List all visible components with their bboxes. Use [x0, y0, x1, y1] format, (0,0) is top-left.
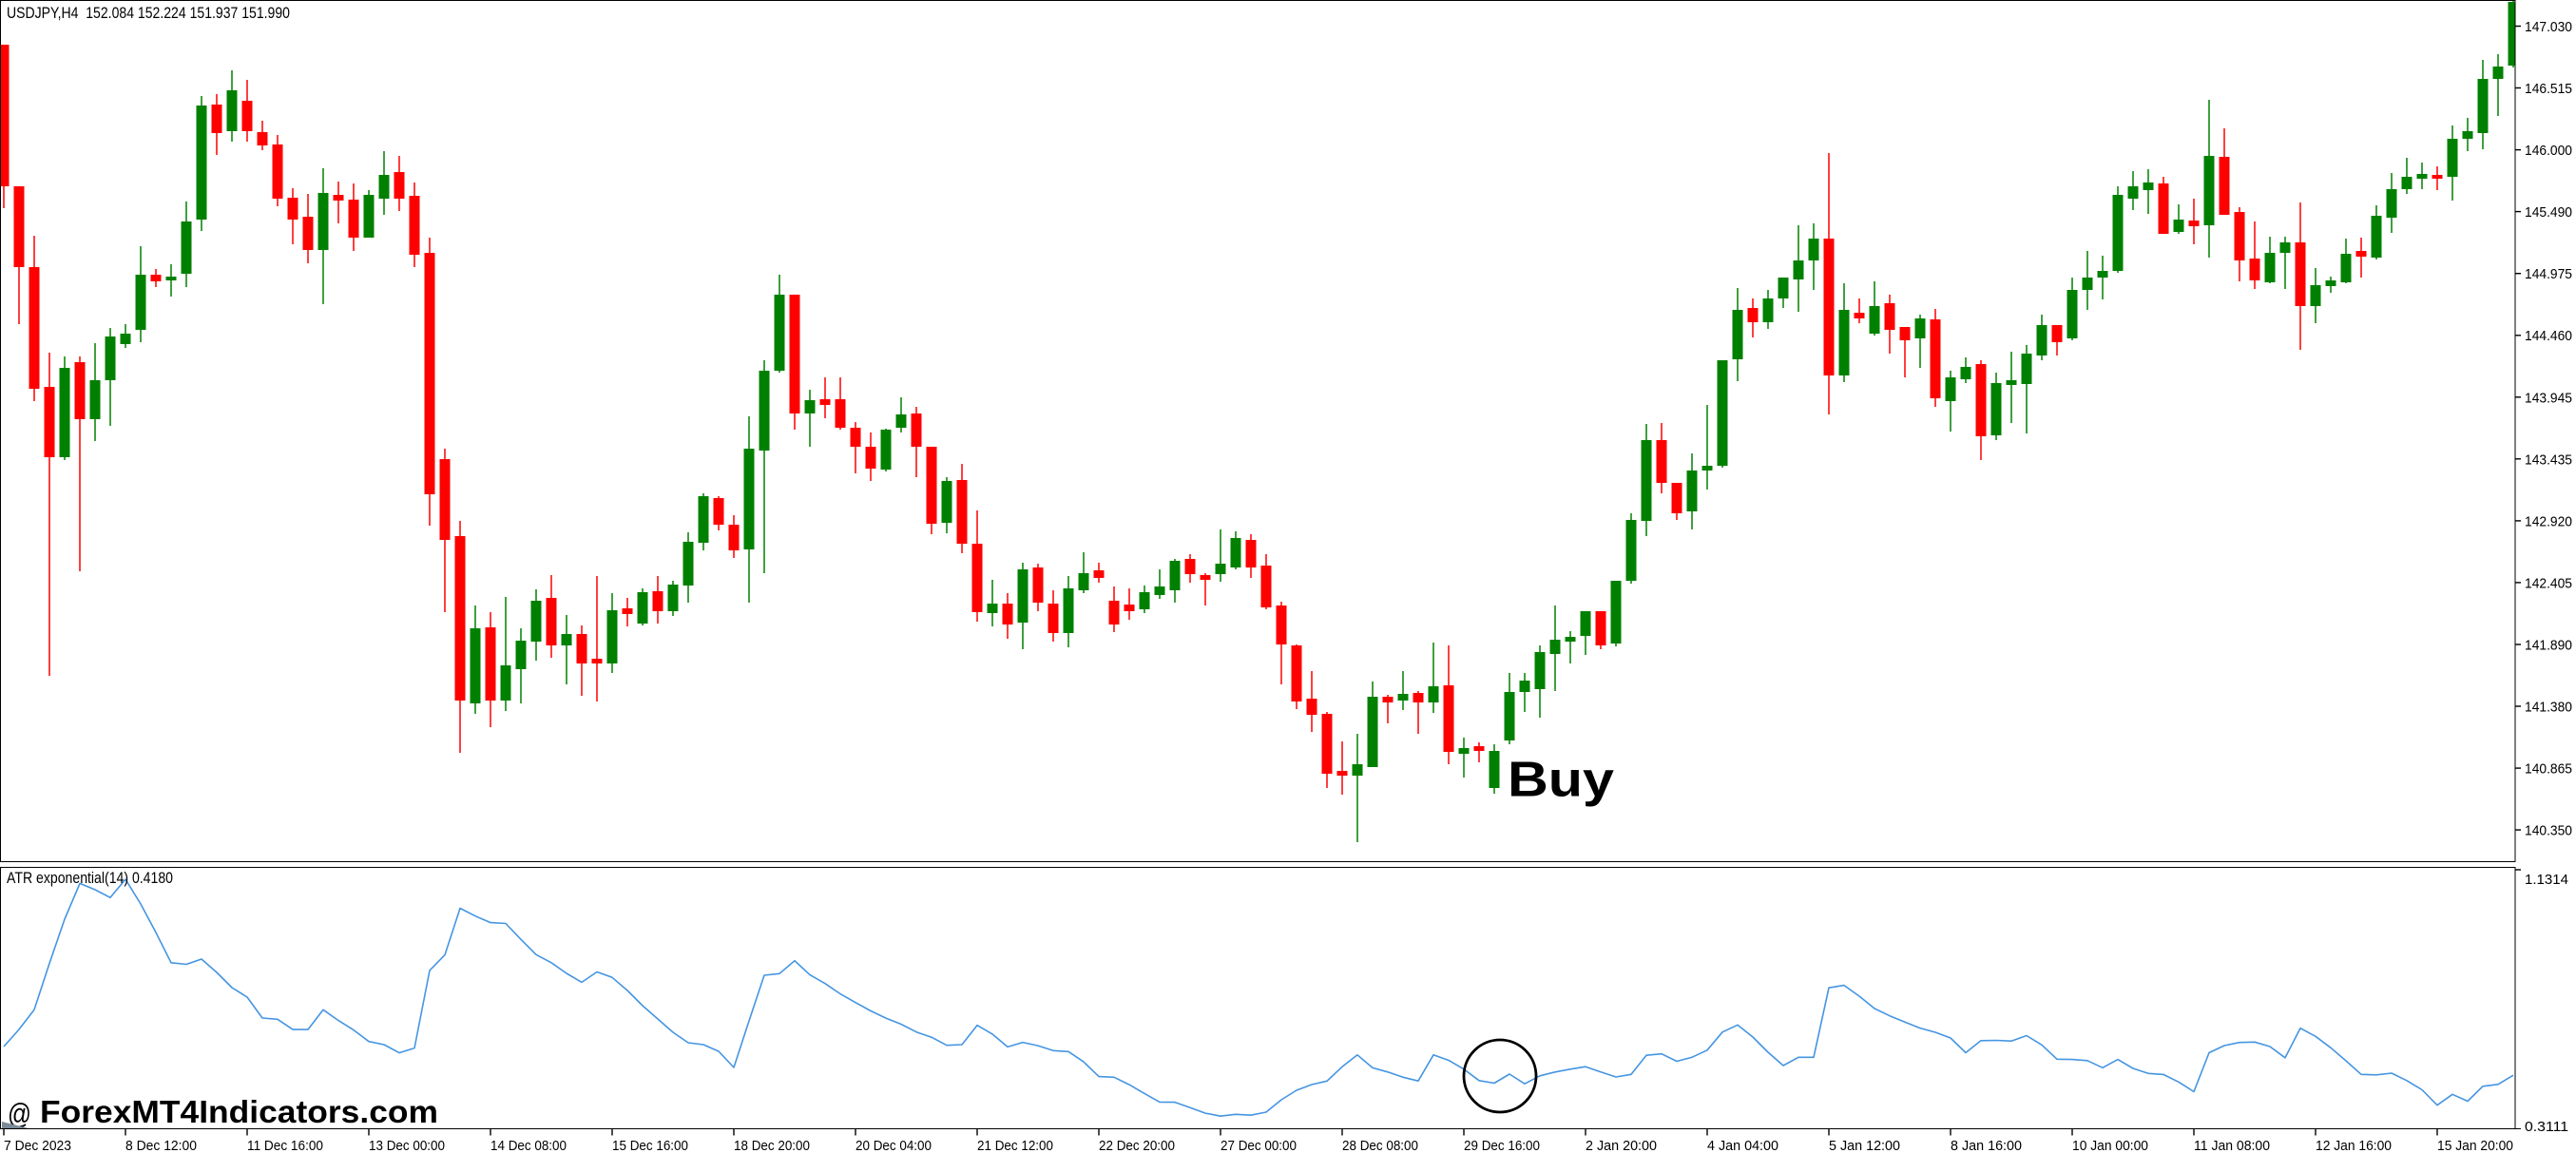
svg-text:140.350: 140.350 — [2525, 823, 2572, 839]
svg-text:147.030: 147.030 — [2525, 19, 2572, 35]
svg-text:11 Dec 16:00: 11 Dec 16:00 — [247, 1138, 323, 1153]
svg-text:146.000: 146.000 — [2525, 143, 2572, 159]
svg-text:1.1314: 1.1314 — [2525, 872, 2568, 888]
svg-text:8 Dec 12:00: 8 Dec 12:00 — [125, 1138, 197, 1153]
svg-text:5 Jan 12:00: 5 Jan 12:00 — [1829, 1138, 1900, 1153]
svg-text:141.380: 141.380 — [2525, 700, 2572, 716]
svg-text:142.405: 142.405 — [2525, 575, 2572, 591]
svg-text:Buy: Buy — [1508, 753, 1614, 808]
svg-text:11 Jan 08:00: 11 Jan 08:00 — [2194, 1138, 2270, 1153]
svg-text:144.975: 144.975 — [2525, 266, 2572, 282]
svg-text:143.435: 143.435 — [2525, 452, 2572, 468]
svg-text:USDJPY,H4 152.084 152.224 151: USDJPY,H4 152.084 152.224 151.937 151.99… — [7, 4, 290, 22]
svg-text:12 Jan 16:00: 12 Jan 16:00 — [2316, 1138, 2392, 1153]
svg-text:7 Dec 2023: 7 Dec 2023 — [4, 1138, 71, 1153]
svg-text:4 Jan 04:00: 4 Jan 04:00 — [1707, 1138, 1778, 1153]
svg-text:13 Dec 00:00: 13 Dec 00:00 — [369, 1138, 445, 1153]
svg-text:22 Dec 20:00: 22 Dec 20:00 — [1099, 1138, 1175, 1153]
svg-text:0.3111: 0.3111 — [2525, 1119, 2568, 1135]
svg-text:145.490: 145.490 — [2525, 204, 2572, 221]
svg-text:27 Dec 00:00: 27 Dec 00:00 — [1221, 1138, 1297, 1153]
svg-text:15 Jan 20:00: 15 Jan 20:00 — [2437, 1138, 2513, 1153]
svg-text:ForexMT4Indicators.com: ForexMT4Indicators.com — [40, 1095, 438, 1130]
svg-text:140.865: 140.865 — [2525, 761, 2572, 778]
svg-text:10 Jan 00:00: 10 Jan 00:00 — [2072, 1138, 2148, 1153]
svg-text:18 Dec 20:00: 18 Dec 20:00 — [734, 1138, 810, 1153]
svg-text:2 Jan 20:00: 2 Jan 20:00 — [1586, 1138, 1657, 1153]
svg-text:15 Dec 16:00: 15 Dec 16:00 — [612, 1138, 688, 1153]
svg-text:28 Dec 08:00: 28 Dec 08:00 — [1342, 1138, 1418, 1153]
svg-text:8 Jan 16:00: 8 Jan 16:00 — [1951, 1138, 2022, 1153]
svg-text:144.460: 144.460 — [2525, 328, 2572, 344]
svg-text:14 Dec 08:00: 14 Dec 08:00 — [490, 1138, 567, 1153]
svg-text:20 Dec 04:00: 20 Dec 04:00 — [855, 1138, 932, 1153]
svg-text:29 Dec 16:00: 29 Dec 16:00 — [1464, 1138, 1540, 1153]
svg-text:141.890: 141.890 — [2525, 638, 2572, 654]
svg-text:21 Dec 12:00: 21 Dec 12:00 — [977, 1138, 1053, 1153]
svg-text:146.515: 146.515 — [2525, 81, 2572, 97]
svg-text:142.920: 142.920 — [2525, 513, 2572, 529]
svg-text:143.945: 143.945 — [2525, 390, 2572, 406]
svg-text:ATR exponential(14) 0.4180: ATR exponential(14) 0.4180 — [7, 869, 173, 887]
